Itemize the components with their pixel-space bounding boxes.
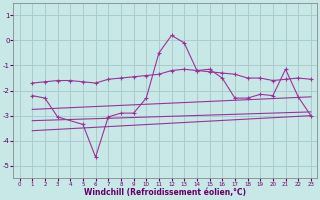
X-axis label: Windchill (Refroidissement éolien,°C): Windchill (Refroidissement éolien,°C) xyxy=(84,188,246,197)
